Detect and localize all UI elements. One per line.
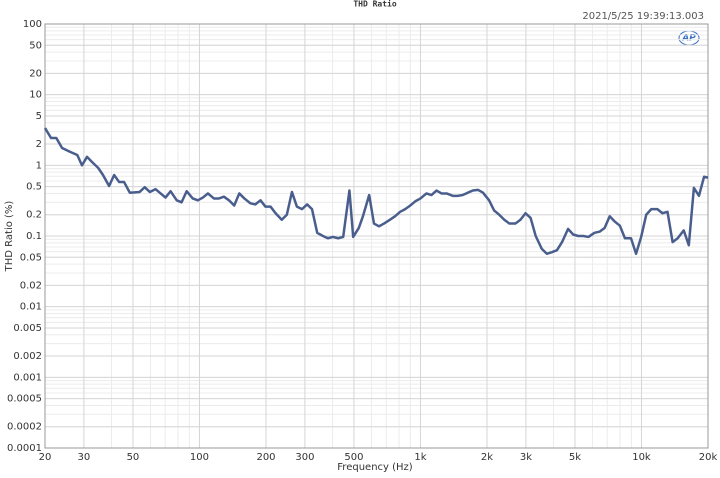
y-tick-label: 0.005: [13, 323, 42, 334]
y-tick-label: 0.05: [20, 252, 42, 263]
y-tick-label: 0.002: [13, 351, 42, 362]
y-tick-label: 5: [36, 111, 42, 122]
timestamp: 2021/5/25 19:39:13.003: [582, 11, 704, 22]
x-tick-label: 20k: [699, 452, 718, 463]
y-tick-label: 0.0005: [7, 394, 42, 405]
y-tick-label: 0.1: [26, 231, 42, 242]
y-tick-label: 0.5: [26, 182, 42, 193]
y-axis-label: THD Ratio (%): [4, 201, 15, 273]
x-tick-label: 50: [127, 452, 140, 463]
y-tick-label: 50: [29, 40, 42, 51]
y-tick-label: 0.02: [20, 280, 42, 291]
x-tick-label: 30: [78, 452, 91, 463]
y-tick-label: 1: [36, 160, 42, 171]
x-tick-label: 300: [295, 452, 314, 463]
x-tick-label: 500: [344, 452, 363, 463]
y-tick-label: 0.001: [13, 372, 42, 383]
y-tick-label: 20: [29, 68, 42, 79]
x-tick-label: 20: [39, 452, 52, 463]
logo: AP: [681, 34, 696, 44]
x-tick-label: 1k: [414, 452, 426, 463]
y-tick-label: 0.01: [20, 302, 42, 313]
y-tick-label: 10: [29, 90, 42, 101]
x-tick-label: 3k: [520, 452, 532, 463]
x-tick-label: 100: [190, 452, 209, 463]
y-tick-label: 0.0002: [7, 422, 42, 433]
data-line: [43, 127, 709, 256]
y-tick-label: 0.2: [26, 210, 42, 221]
y-tick-label: 2: [36, 139, 42, 150]
chart-title: THD Ratio: [353, 0, 397, 9]
x-tick-label: 200: [256, 452, 275, 463]
x-tick-label: 10k: [632, 452, 651, 463]
x-tick-label: 2k: [481, 452, 493, 463]
y-tick-label: 0.0001: [7, 443, 42, 454]
y-tick-label: 100: [23, 19, 42, 30]
x-axis-label: Frequency (Hz): [337, 462, 413, 473]
plot-frame: [44, 23, 709, 449]
x-tick-label: 5k: [569, 452, 581, 463]
